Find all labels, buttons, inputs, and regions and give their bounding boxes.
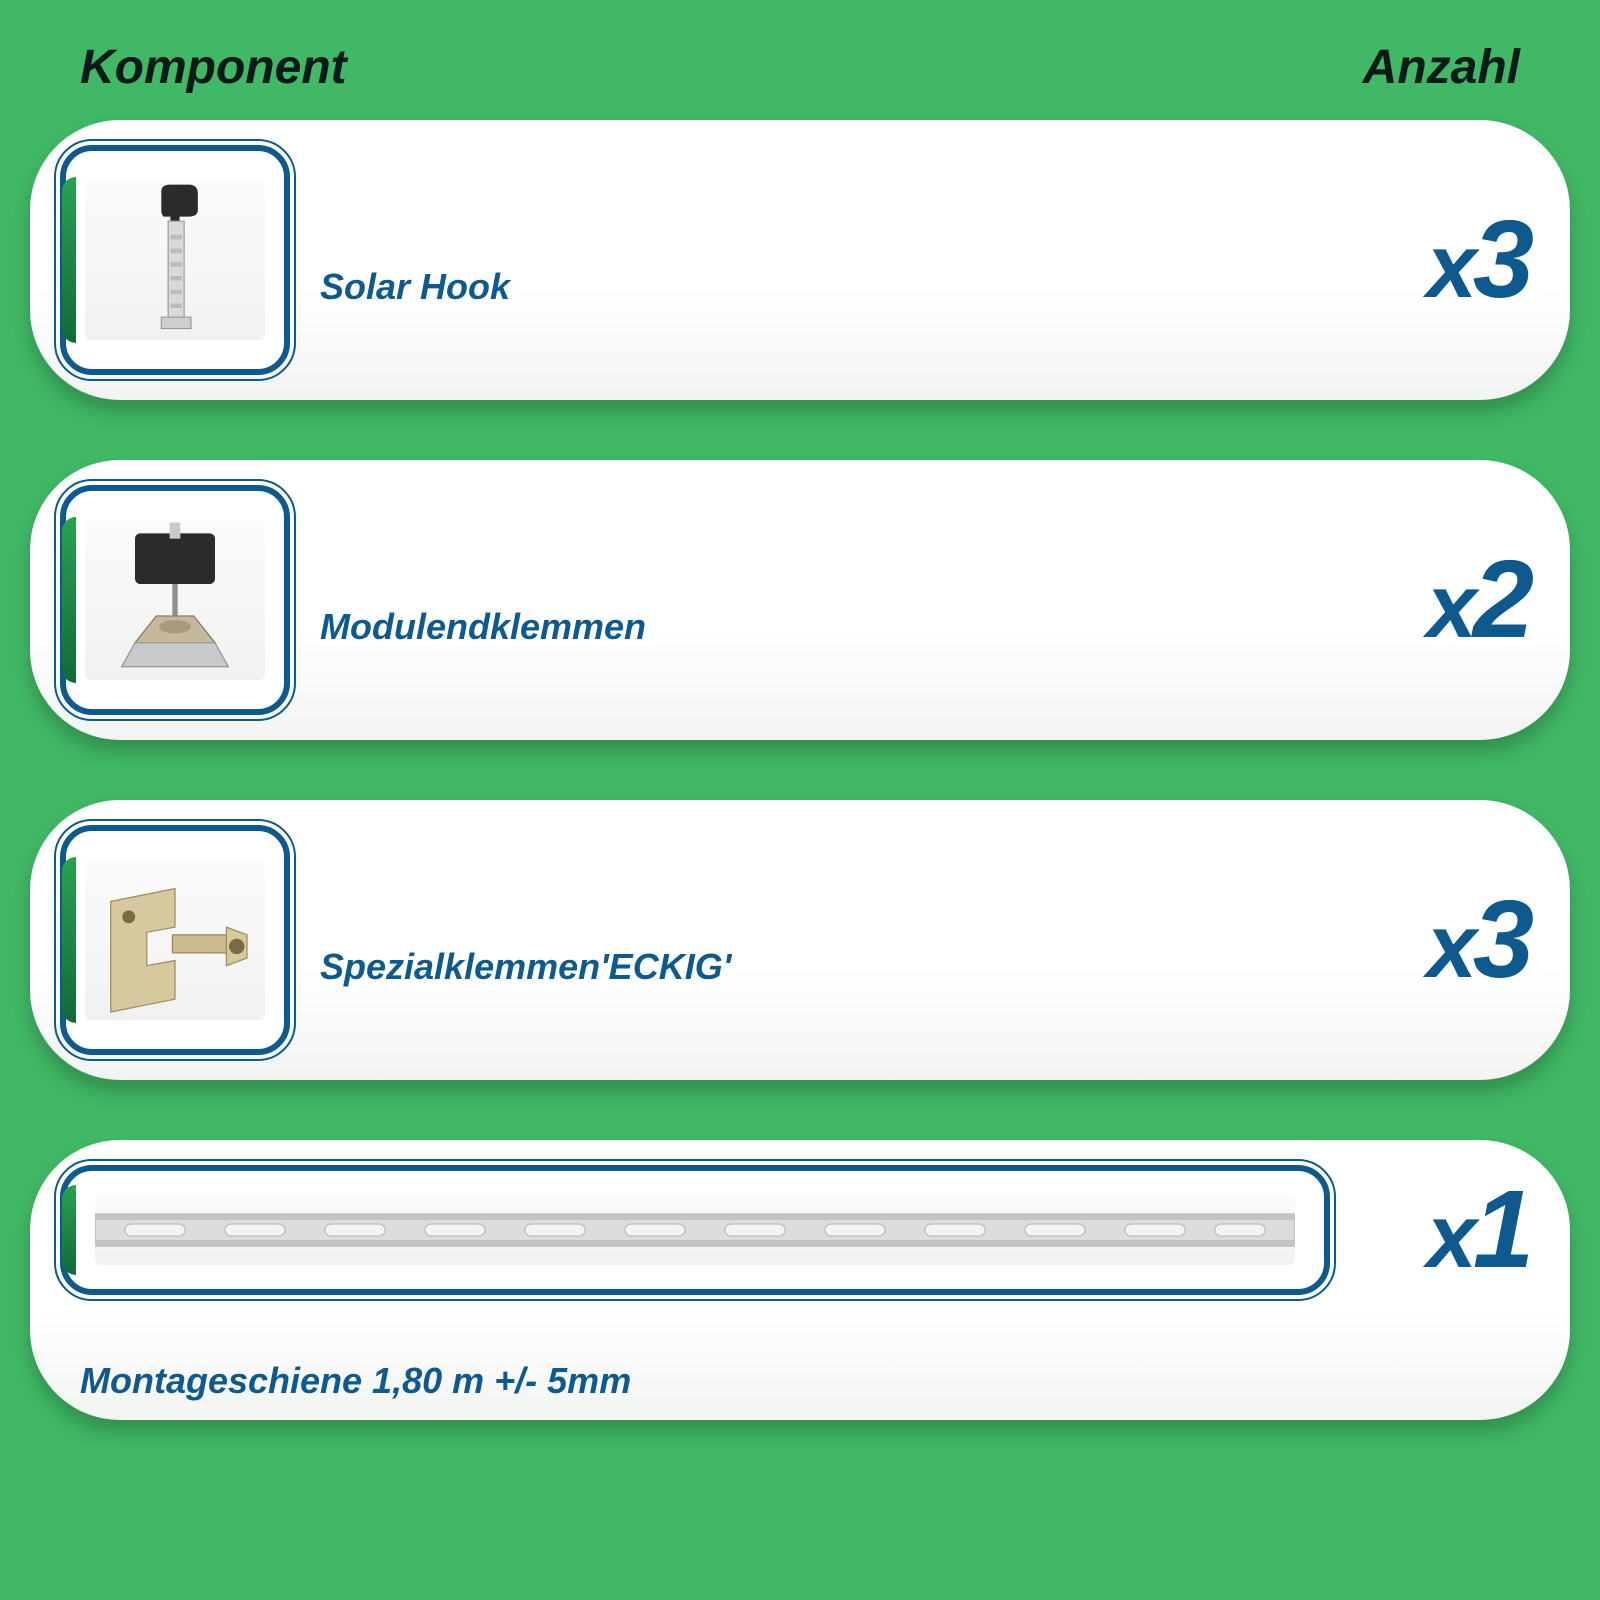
row-middle: Spezialklemmen'ECKIG' xyxy=(290,892,1427,988)
component-quantity: x2 xyxy=(1427,545,1540,655)
qty-prefix: x xyxy=(1427,217,1473,317)
qty-prefix: x xyxy=(1427,557,1473,657)
component-image-frame xyxy=(60,145,290,375)
component-row: x1 Montageschiene 1,80 m +/- 5mm xyxy=(30,1140,1570,1420)
component-row: Modulendklemmen x2 xyxy=(30,460,1570,740)
row-middle xyxy=(1355,1210,1402,1250)
component-image-frame xyxy=(60,1165,1330,1295)
component-label: Spezialklemmen'ECKIG' xyxy=(320,946,1427,988)
end-clamp-icon xyxy=(85,520,265,680)
row-middle: Modulendklemmen xyxy=(290,552,1427,648)
component-label: Solar Hook xyxy=(320,266,1427,308)
qty-value: 3 xyxy=(1473,878,1530,1001)
component-quantity: x3 xyxy=(1427,885,1540,995)
component-quantity: x3 xyxy=(1427,205,1540,315)
component-quantity: x1 xyxy=(1427,1175,1540,1285)
header-right-label: Anzahl xyxy=(1363,40,1520,120)
component-list: Solar Hook x3 Modulendklemmen x2 Spe xyxy=(0,120,1600,1420)
chevron-separator xyxy=(320,552,1427,592)
qty-value: 2 xyxy=(1473,538,1530,661)
qty-value: 3 xyxy=(1473,198,1530,321)
qty-prefix: x xyxy=(1427,1187,1473,1287)
component-image-frame xyxy=(60,485,290,715)
chevron-separator xyxy=(1355,1210,1402,1250)
component-label: Modulendklemmen xyxy=(320,606,1427,648)
chevron-separator xyxy=(320,212,1427,252)
solar-hook-icon xyxy=(85,180,265,340)
table-header: Komponent Anzahl xyxy=(0,0,1600,120)
qty-value: 1 xyxy=(1473,1168,1530,1291)
chevron-separator xyxy=(320,892,1427,932)
mounting-rail-icon xyxy=(95,1195,1295,1265)
header-left-label: Komponent xyxy=(80,40,347,120)
component-row: Spezialklemmen'ECKIG' x3 xyxy=(30,800,1570,1080)
component-row: Solar Hook x3 xyxy=(30,120,1570,400)
special-clamp-icon xyxy=(85,860,265,1020)
component-image-frame xyxy=(60,825,290,1055)
component-label: Montageschiene 1,80 m +/- 5mm xyxy=(80,1360,631,1402)
row-middle: Solar Hook xyxy=(290,212,1427,308)
qty-prefix: x xyxy=(1427,897,1473,997)
